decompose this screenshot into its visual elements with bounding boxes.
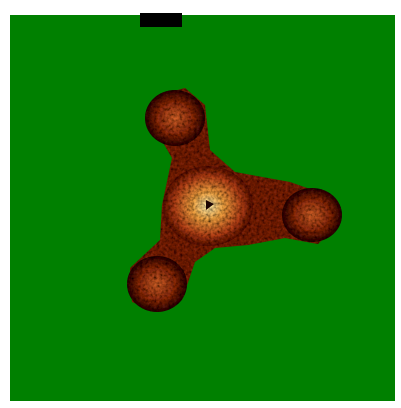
lobe-right xyxy=(282,188,342,242)
lobe-top xyxy=(145,90,205,146)
center-mark xyxy=(206,200,214,210)
lobe-bottom xyxy=(127,256,187,312)
label-box xyxy=(140,13,182,27)
specimen xyxy=(127,88,342,312)
